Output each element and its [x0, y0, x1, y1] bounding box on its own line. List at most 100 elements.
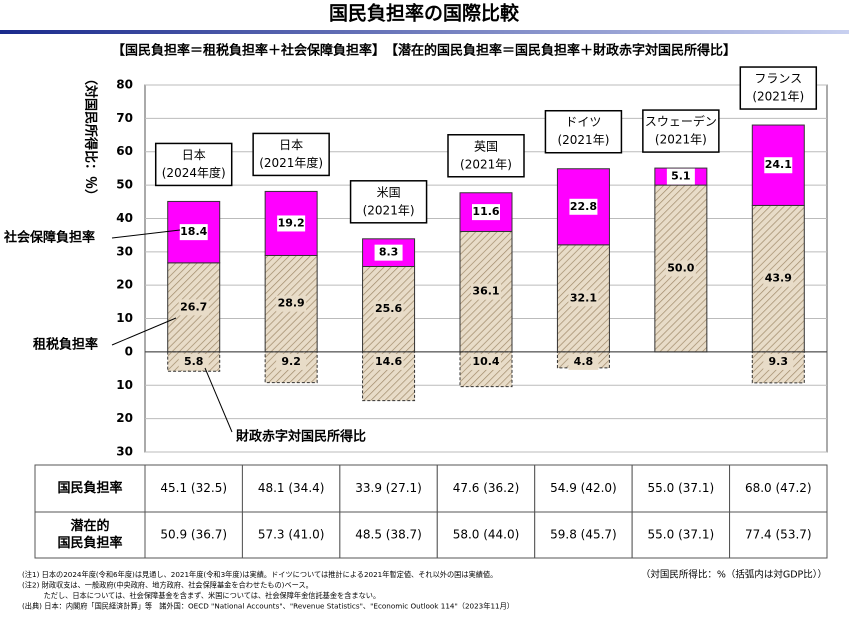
footnote: ただし、日本については、社会保障基金を含まず、米国については、社会保障年金信託基… [22, 591, 380, 600]
y-tick-label: 60 [116, 144, 133, 158]
category-box [642, 109, 720, 153]
value-label: 36.1 [472, 285, 499, 298]
table-header-cell [34, 511, 146, 559]
value-label: 32.1 [570, 291, 597, 304]
y-tick-label: 20 [116, 411, 133, 425]
value-label: 8.3 [379, 246, 399, 259]
category-label: (2021年度) [259, 155, 323, 170]
table-value: 45.1 (32.5) [160, 481, 227, 495]
y-tick-label: 0 [125, 344, 133, 358]
value-label: 50.0 [667, 262, 694, 275]
category-label: スウェーデン [645, 114, 717, 129]
category-label: (2021年) [752, 90, 804, 104]
table-value: 48.5 (38.7) [355, 528, 422, 542]
table-cell [144, 464, 243, 513]
category-box [154, 142, 233, 187]
table-value: 57.3 (41.0) [258, 528, 325, 542]
value-label: 22.8 [570, 200, 597, 213]
value-label: 9.3 [769, 355, 789, 368]
category-label: 日本 [182, 148, 206, 162]
y-tick-label: 40 [116, 211, 133, 225]
table-cell [436, 511, 536, 559]
value-label: 9.2 [281, 355, 301, 368]
title-rule [0, 30, 849, 34]
y-axis-label: （対国民所得比：％） [83, 72, 99, 202]
table-cell [631, 464, 731, 513]
value-label-box [568, 353, 599, 370]
value-label: 19.2 [278, 216, 305, 229]
table-value: 50.9 (36.7) [160, 528, 227, 542]
value-label: 11.6 [472, 205, 499, 218]
value-label: 43.9 [765, 272, 792, 285]
table-value: 77.4 (53.7) [745, 528, 812, 542]
value-label: 14.6 [375, 355, 402, 368]
value-label-box [569, 198, 598, 215]
value-label-box [373, 353, 404, 370]
table-row-label: 潜在的 [70, 518, 109, 534]
y-tick-label: 70 [116, 111, 133, 125]
table-value: 47.6 (36.2) [453, 481, 520, 495]
y-tick-label: 10 [116, 311, 133, 325]
value-label-box [179, 224, 208, 241]
footnote: (注1) 日本の2024年度(令和6年度)は見通し、2021年度(令和3年度)は… [22, 570, 497, 579]
category-label: 日本 [279, 138, 303, 152]
table-row-label: 国民負担率 [57, 480, 122, 496]
category-box [252, 132, 330, 177]
category-label: ドイツ [565, 115, 601, 129]
value-label: 18.4 [180, 225, 207, 238]
category-label: (2021年) [460, 157, 512, 171]
category-label: (2021年) [363, 203, 415, 217]
value-label-box [666, 168, 695, 185]
table-cell [631, 511, 731, 559]
category-label: 米国 [377, 185, 401, 199]
value-label: 10.4 [472, 355, 499, 368]
value-label-box [472, 204, 500, 221]
category-box [739, 66, 818, 110]
table-value: 55.0 (37.1) [648, 528, 715, 542]
value-label-box [471, 283, 501, 300]
table-cell [144, 511, 243, 559]
category-box [349, 180, 428, 224]
value-label-box [373, 301, 404, 318]
table-cell [436, 464, 536, 513]
table-value: 68.0 (47.2) [745, 481, 812, 495]
value-label-box [277, 215, 306, 232]
category-label: (2021年) [557, 133, 609, 147]
value-label-box [665, 260, 696, 277]
value-label-box [764, 157, 793, 174]
table-row-label: 国民負担率 [57, 535, 122, 551]
value-label-box [276, 353, 307, 370]
chart-title: 国民負担率の国際比較 [329, 2, 520, 25]
value-label: 5.1 [671, 170, 691, 183]
category-label: (2024年度) [162, 165, 226, 180]
subtitle: 【国民負担率＝租税負担率＋社会保障負担率】 【潜在的国民負担率＝国民負担率＋財政… [112, 43, 736, 59]
y-tick-label: 30 [116, 244, 133, 258]
value-label: 28.9 [278, 297, 305, 310]
table-header-cell [34, 464, 146, 513]
table-value: 48.1 (34.4) [258, 481, 325, 495]
y-tick-label: 50 [116, 178, 133, 192]
footnote: (注2) 財政収支は、一般政府(中央政府、地方政府、社会保障基金を合わせたもの)… [22, 581, 313, 590]
table-value: 59.8 (45.7) [550, 528, 617, 542]
y-tick-label: 20 [116, 278, 133, 292]
category-label: 英国 [474, 139, 498, 153]
table-cell [241, 511, 341, 559]
table-cell [339, 511, 438, 559]
unit-note: （対国民所得比：%（括弧内は対GDP比）） [641, 569, 827, 581]
leader-line [111, 229, 181, 239]
value-label: 5.8 [184, 355, 204, 368]
value-label-box [763, 353, 794, 370]
y-tick-label: 10 [116, 378, 133, 392]
value-label: 26.7 [180, 300, 207, 313]
value-label-box [763, 270, 794, 287]
value-label: 25.6 [375, 302, 402, 315]
y-tick-label: 80 [116, 78, 133, 92]
value-label-box [568, 290, 599, 307]
series-annotation: 社会保障負担率 [3, 230, 95, 246]
y-tick-label: 30 [116, 445, 133, 459]
value-label: 4.8 [574, 355, 594, 368]
table-value: 55.0 (37.1) [648, 481, 715, 495]
footnote: (出典) 日本：内閣府「国民経済計算」等 諸外国：OECD "National … [22, 602, 514, 611]
